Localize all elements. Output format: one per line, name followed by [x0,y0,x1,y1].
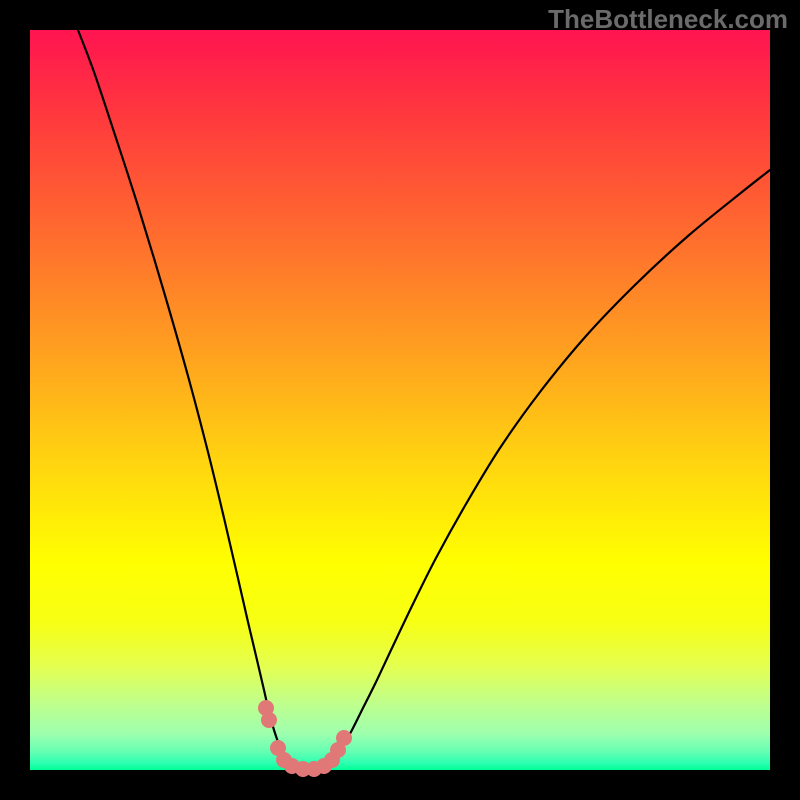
curve-marker [337,731,352,746]
bottleneck-chart [0,0,800,800]
curve-marker [262,713,277,728]
plot-background-gradient [30,30,770,770]
watermark-text: TheBottleneck.com [548,4,788,35]
